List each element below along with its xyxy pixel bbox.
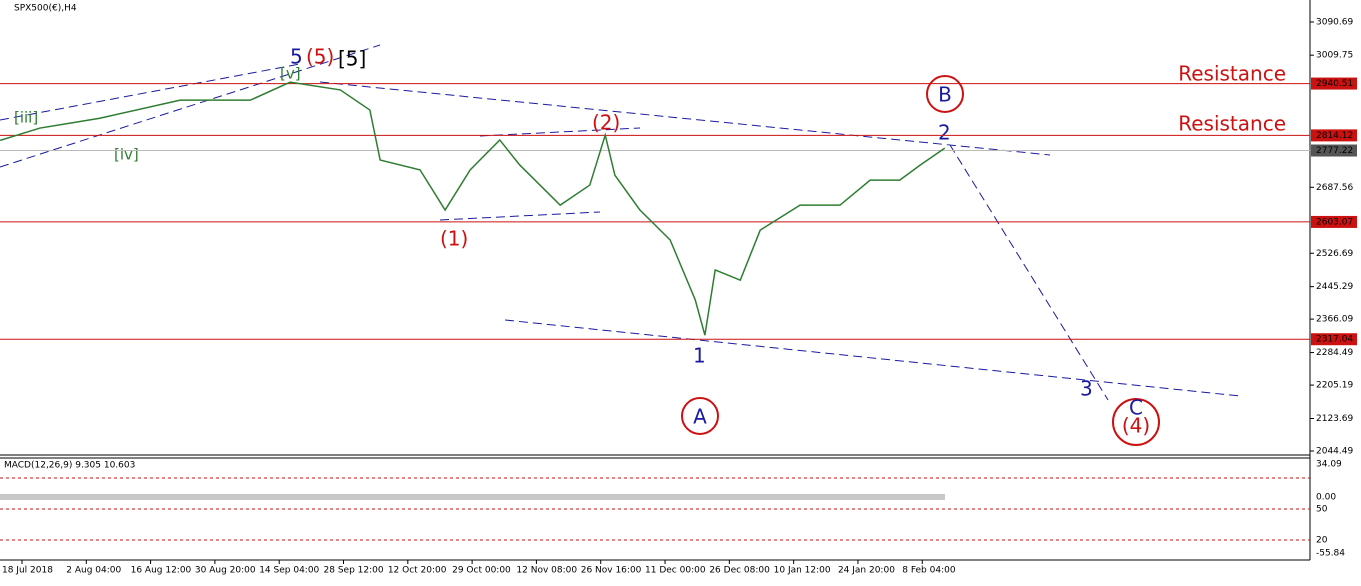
wave-label: 5	[290, 45, 303, 69]
wave-label: (2)	[592, 111, 620, 135]
y-tick-label: 2044.49	[1316, 446, 1353, 456]
wave-label: [iii]	[14, 109, 38, 127]
wave-label: A	[693, 405, 707, 429]
wave-label: 1	[693, 344, 706, 368]
wave-label: 2	[938, 121, 951, 145]
trend-lines	[0, 44, 1241, 401]
wave-label: C	[1129, 396, 1143, 420]
wave-label: [5]	[338, 47, 366, 71]
level-tag	[1311, 333, 1357, 346]
wave-label: (4)	[1122, 414, 1150, 438]
wave-circle	[1112, 398, 1160, 446]
y-tick-label: 3009.75	[1316, 51, 1353, 61]
macd-title: MACD(12,26,9) 9.305 10.603	[4, 461, 135, 471]
macd-axis-label: 34.09	[1316, 460, 1342, 470]
trend-line	[949, 144, 1109, 401]
wave-label: [v]	[280, 65, 301, 83]
level-tag	[1311, 77, 1357, 90]
macd-axis-label: 50	[1316, 505, 1328, 515]
chart-title: SPX500(€),H4	[14, 4, 77, 14]
macd-histogram	[0, 494, 945, 500]
macd-axis-label: 20	[1316, 536, 1328, 546]
y-tick-label: 3090.69	[1316, 17, 1353, 27]
wave-label: 3	[1080, 377, 1093, 401]
y-tick-label: 2284.49	[1316, 348, 1353, 358]
level-label: 2603.07	[1316, 217, 1353, 227]
trend-line	[479, 127, 641, 137]
y-tick-label: 2205.19	[1316, 381, 1353, 391]
x-tick-label: 24 Jan 20:00	[838, 566, 895, 576]
trend-line	[504, 319, 1241, 397]
y-tick-label: 2123.69	[1316, 414, 1353, 424]
x-tick-label: 8 Feb 04:00	[902, 566, 956, 576]
macd-axis-label: -55.84	[1316, 549, 1345, 559]
x-tick-label: 11 Dec 00:00	[645, 566, 706, 576]
current-price-label: 2777.22	[1316, 146, 1353, 156]
level-label: 2317.04	[1316, 335, 1353, 345]
wave-label: (1)	[440, 227, 468, 251]
current-price-tag	[1311, 144, 1357, 157]
level-tag	[1311, 129, 1357, 142]
x-tick-label: 16 Aug 12:00	[131, 566, 192, 576]
x-tick-label: 26 Nov 16:00	[581, 566, 642, 576]
macd-axis-label: 0.00	[1316, 493, 1336, 503]
wave-label: (5)	[306, 45, 334, 69]
trend-line	[0, 44, 381, 168]
wave-label: [iv]	[114, 146, 139, 164]
trend-line	[0, 63, 301, 121]
resistance-label: Resistance	[1178, 62, 1286, 86]
x-tick-label: 26 Dec 08:00	[709, 566, 770, 576]
y-tick-label: 2526.69	[1316, 249, 1353, 259]
x-tick-label: 2 Aug 04:00	[66, 566, 121, 576]
level-label: 2814.12	[1316, 131, 1353, 141]
x-tick-label: 12 Nov 08:00	[516, 566, 577, 576]
level-tag	[1311, 215, 1357, 228]
x-tick-label: 28 Sep 12:00	[324, 566, 384, 576]
resistance-label: Resistance	[1178, 112, 1286, 136]
y-tick-label: 2366.09	[1316, 315, 1353, 325]
level-label: 2940.51	[1316, 79, 1353, 89]
y-tick-label: 2687.56	[1316, 183, 1353, 193]
x-tick-label: 12 Oct 20:00	[388, 566, 447, 576]
y-tick-label: 2445.29	[1316, 282, 1353, 292]
wave-label: B	[938, 83, 952, 107]
trend-line	[439, 211, 601, 221]
x-tick-label: 10 Jan 12:00	[774, 566, 831, 576]
wave-circle	[681, 397, 719, 435]
trend-line	[319, 81, 1051, 156]
wave-circle	[926, 75, 964, 113]
price-line	[0, 81, 946, 336]
x-tick-label: 30 Aug 20:00	[195, 566, 256, 576]
x-tick-label: 14 Sep 04:00	[259, 566, 319, 576]
x-tick-label: 18 Jul 2018	[2, 566, 53, 576]
x-tick-label: 29 Oct 00:00	[452, 566, 511, 576]
